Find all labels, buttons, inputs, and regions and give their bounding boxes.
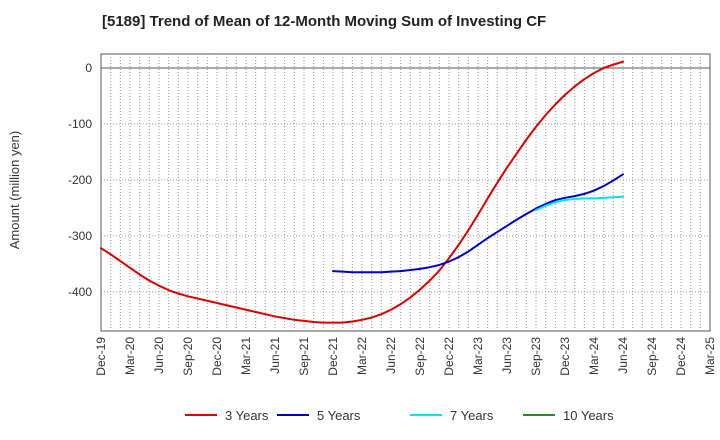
x-tick-labels: Dec-19 Mar-20 Jun-20 Sep-20 Dec-20 Mar-21 Jun-… — [94, 337, 717, 376]
x-tick-label: Dec-19 — [94, 337, 108, 376]
series-line-3-years — [100, 60, 624, 324]
y-tick-label: -400 — [68, 285, 92, 299]
legend-label: 10 Years — [563, 408, 614, 423]
legend-label: 7 Years — [450, 408, 494, 423]
plot-area — [100, 53, 711, 332]
x-tick-label: Sep-20 — [181, 337, 195, 376]
x-tick-label: Dec-21 — [326, 337, 340, 376]
chart-title: [5189] Trend of Mean of 12-Month Moving … — [102, 13, 547, 30]
series-line-7-years — [535, 195, 624, 212]
x-tick-label: Mar-25 — [703, 337, 717, 375]
x-tick-label: Mar-23 — [471, 337, 485, 375]
x-tick-label: Jun-22 — [384, 337, 398, 374]
x-tick-label: Jun-23 — [500, 337, 514, 374]
x-tick-label: Jun-20 — [152, 337, 166, 374]
y-tick-labels: 0 -100 -200 -300 -400 — [68, 61, 92, 299]
x-tick-label: Sep-21 — [297, 337, 311, 376]
series-lines — [100, 60, 624, 324]
legend: 3 Years 5 Years 7 Years 10 Years — [185, 408, 614, 423]
x-tick-label: Mar-21 — [239, 337, 253, 375]
x-tick-label: Sep-22 — [413, 337, 427, 376]
x-tick-label: Dec-24 — [674, 337, 688, 376]
x-tick-label: Mar-22 — [355, 337, 369, 375]
y-tick-label: 0 — [85, 61, 92, 75]
series-line-5-years — [332, 173, 624, 274]
gridlines — [101, 54, 710, 331]
x-tick-label: Dec-20 — [210, 337, 224, 376]
x-tick-label: Mar-24 — [587, 337, 601, 375]
x-tick-label: Jun-24 — [616, 337, 630, 374]
x-tick-label: Jun-21 — [268, 337, 282, 374]
x-tick-label: Dec-22 — [442, 337, 456, 376]
x-tick-label: Mar-20 — [123, 337, 137, 375]
legend-label: 3 Years — [225, 408, 269, 423]
legend-label: 5 Years — [317, 408, 361, 423]
x-tick-label: Dec-23 — [558, 337, 572, 376]
x-tick-label: Sep-24 — [645, 337, 659, 376]
y-axis-title: Amount (million yen) — [7, 131, 22, 250]
y-tick-label: -300 — [68, 229, 92, 243]
x-tick-label: Sep-23 — [529, 337, 543, 376]
y-tick-label: -200 — [68, 173, 92, 187]
y-tick-label: -100 — [68, 117, 92, 131]
